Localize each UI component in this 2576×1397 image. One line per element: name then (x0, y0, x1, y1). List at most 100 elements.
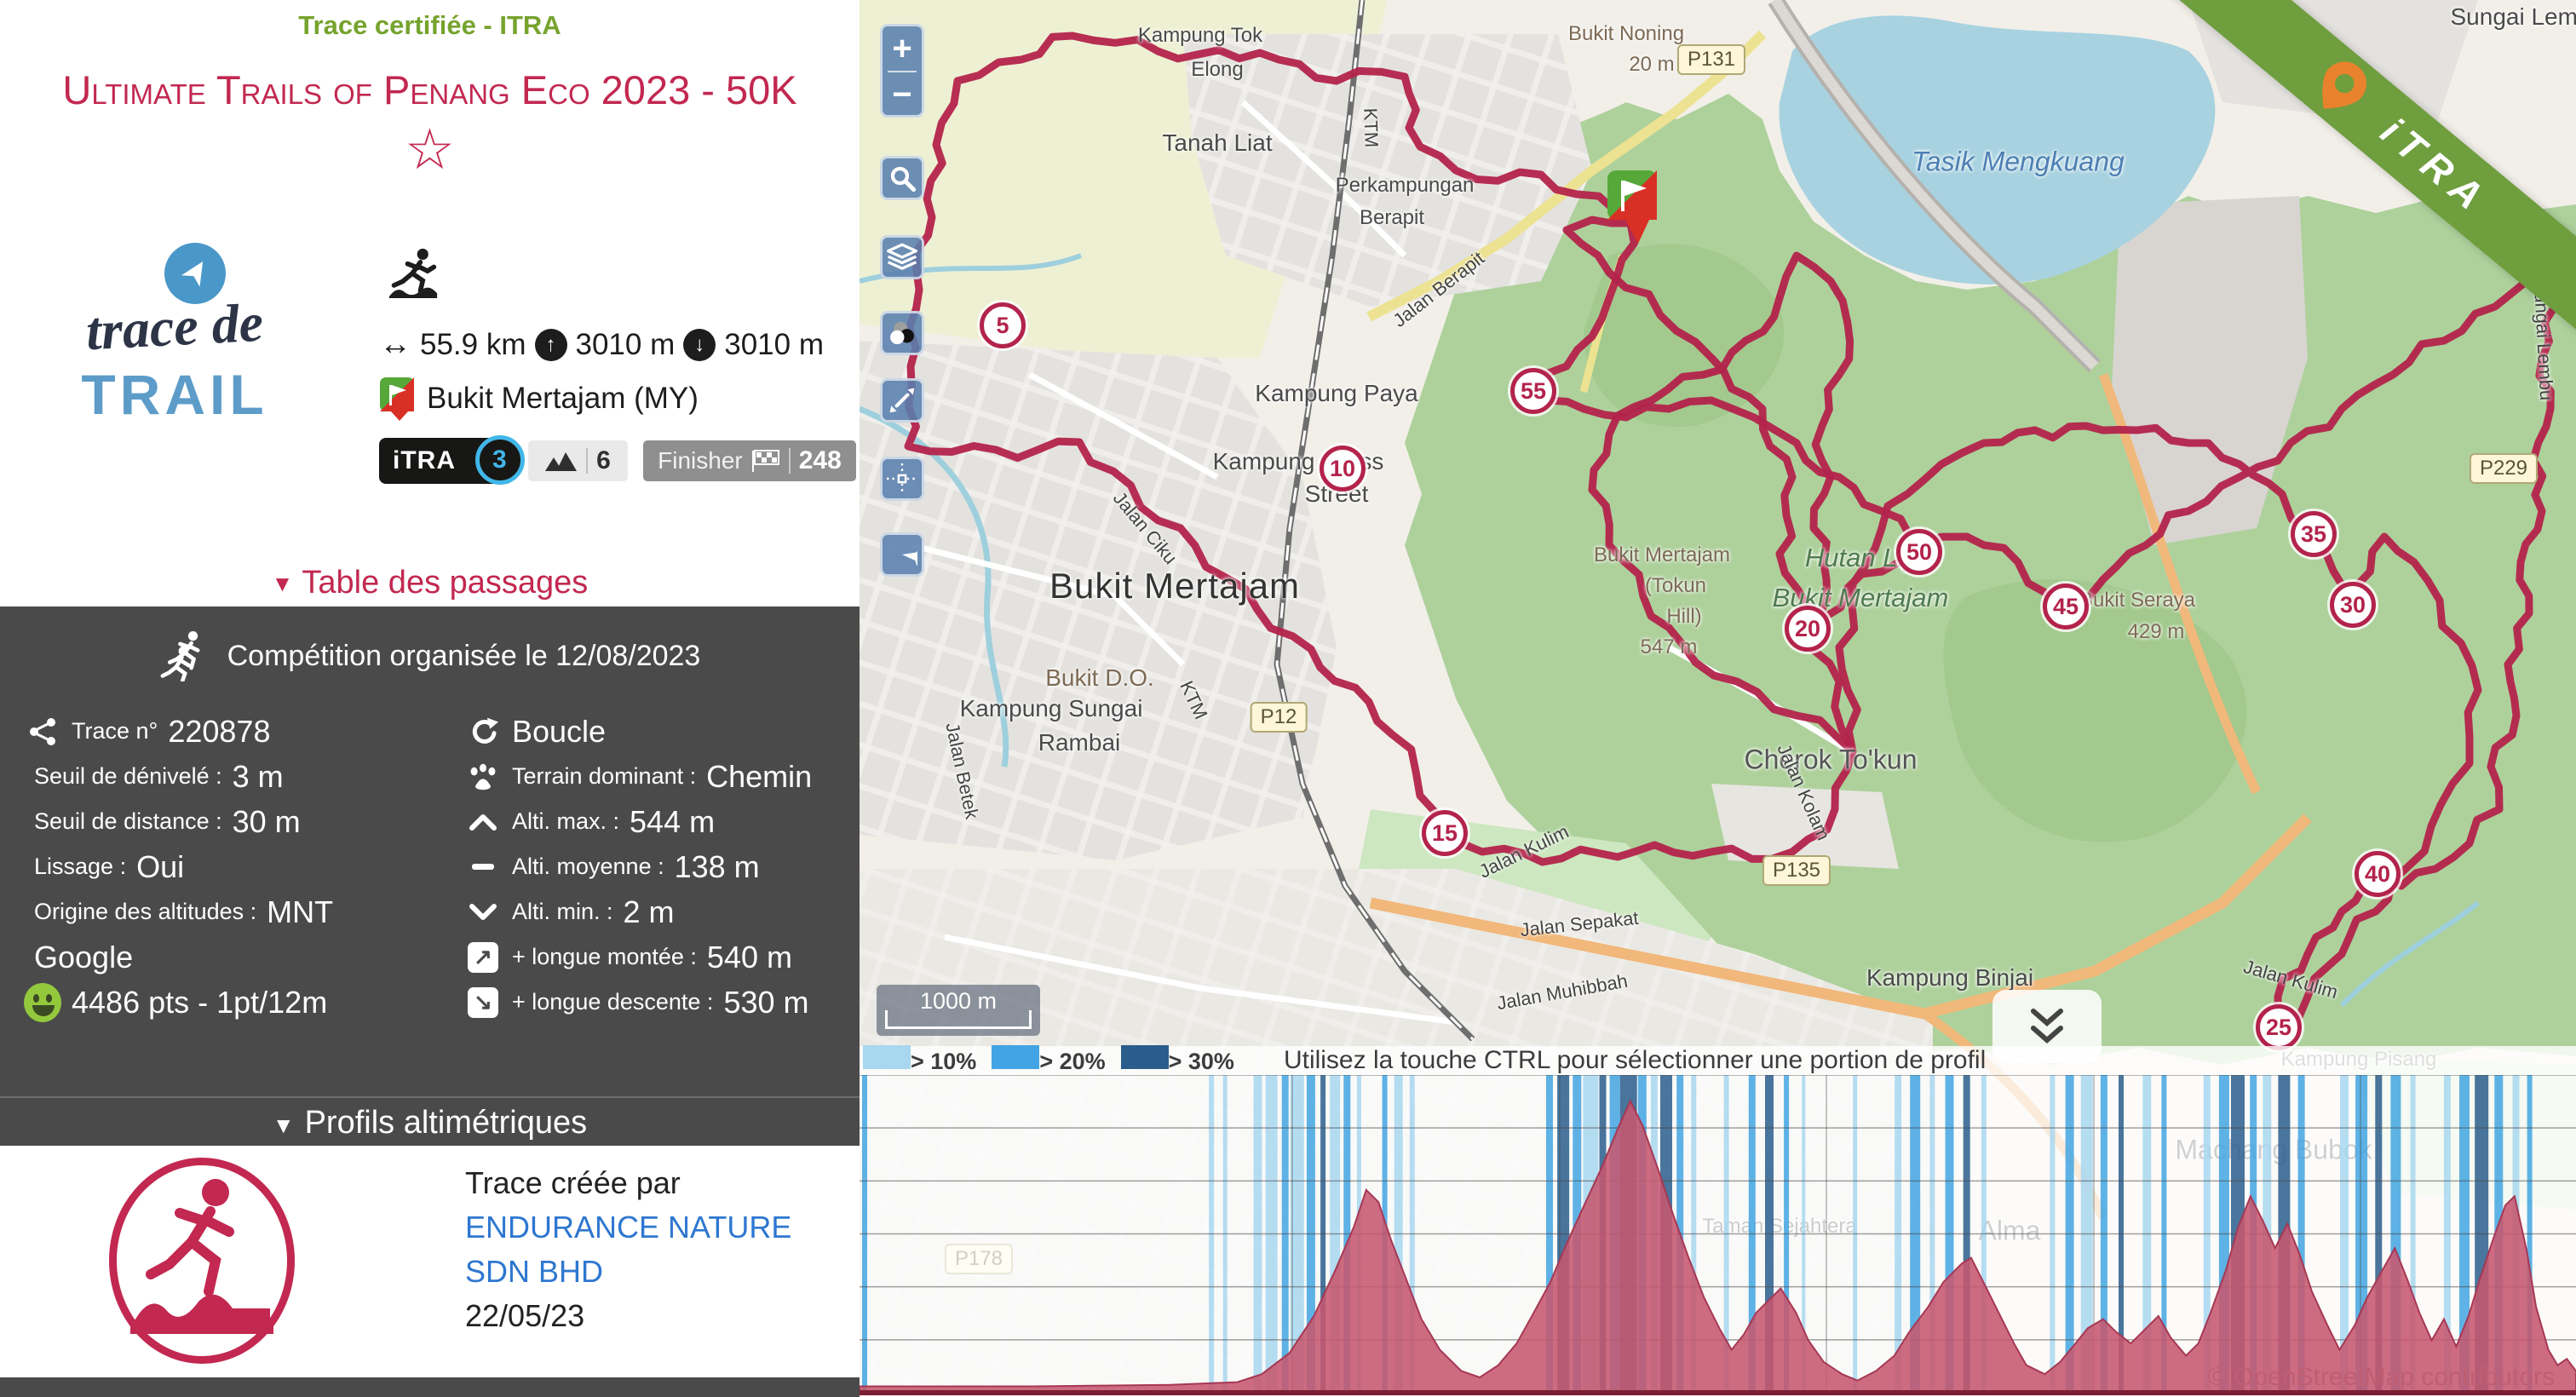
itra-label: iTRA (393, 446, 456, 474)
detail-row: Alti. min. : 2 m (464, 889, 856, 934)
finisher-badge[interactable]: Finisher 248 (642, 440, 856, 481)
map-canvas[interactable]: Kampung Tok Elong Tanah Liat Bukit Noning 20… (860, 0, 2576, 1397)
detail-row: 4486 pts - 1pt/12m (24, 980, 424, 1025)
map-scale: 1000 m (877, 985, 1040, 1036)
layers-button[interactable] (880, 235, 924, 279)
details-column-right: Boucle Terrain dominant : Chemin Alti. max.… (464, 709, 856, 1025)
certified-banner: Trace certifiée - ITRA (298, 10, 561, 40)
logo-arrow-icon: ➤ (164, 243, 226, 304)
km-marker-55: 55 (1510, 368, 1556, 414)
smiley-icon (24, 982, 61, 1022)
legend-chip (992, 1045, 1040, 1069)
creator-name-link[interactable]: ENDURANCE NATURE SDN BHD (465, 1210, 792, 1289)
map-label: 547 m (1640, 635, 1698, 658)
location-value: Bukit Mertajam (MY) (427, 382, 699, 415)
detail-row: ↘ + longue descente : 530 m (464, 980, 856, 1025)
detail-value: 544 m (630, 803, 716, 839)
detail-value: 530 m (723, 984, 809, 1020)
legend-chip (1120, 1045, 1169, 1069)
map-label: Kampung Sungai (959, 695, 1143, 721)
profils-altimetriques-link[interactable]: ▼ Profils altimétriques (0, 1096, 860, 1146)
itra-ribbon-label: iTRA (2372, 108, 2498, 223)
longest-climb-icon: ↗ (468, 941, 498, 973)
detail-row: Terrain dominant : Chemin (464, 754, 856, 799)
detail-label: Lissage : (34, 854, 127, 879)
detail-row: Seuil de distance : 30 m (24, 799, 424, 844)
competition-title: Compétition organisée le 12/08/2023 (227, 639, 701, 672)
map-label: Kampung Paya (1255, 380, 1418, 406)
km-marker-30: 30 (2330, 582, 2376, 628)
chevup-icon (464, 813, 502, 831)
competition-header: Compétition organisée le 12/08/2023 (0, 630, 860, 681)
loop-icon (464, 716, 502, 747)
km-marker-15: 15 (1422, 810, 1468, 856)
arrse-icon: ↘ (464, 986, 502, 1018)
detail-label: Origine des altitudes : (34, 899, 257, 924)
km-marker-40: 40 (2355, 851, 2401, 897)
map-label: Tasik Mengkuang (1912, 146, 2125, 177)
detail-row: Seuil de dénivelé : 3 m (24, 754, 424, 799)
start-finish-marker[interactable] (1606, 169, 1660, 250)
map-label: Hill) (1666, 605, 1702, 628)
itra-score-badge[interactable]: iTRA 3 (379, 435, 525, 485)
elevation-loss-icon: ↓ (683, 328, 716, 361)
creator-date: 22/05/23 (465, 1298, 585, 1333)
detail-value: 2 m (623, 894, 675, 929)
search-button[interactable] (880, 156, 924, 200)
race-stats: ↔ 55.9 km ↑ 3010 m ↓ 3010 m Bukit Mertaj… (379, 247, 856, 485)
triangle-down-icon: ▼ (271, 571, 294, 597)
page-title: Ultimate Trails of Penang Eco 2023 - 50K (62, 67, 797, 112)
legend-items: > 10% > 20% > 30% (863, 1045, 1250, 1076)
triangle-down-icon: ▼ (272, 1112, 295, 1138)
background-toggle-button[interactable] (880, 311, 924, 355)
km-marker-20: 20 (1785, 606, 1831, 652)
elevation-profile[interactable]: © OpenStreetMap contributors (860, 1074, 2576, 1397)
legend-chip (863, 1045, 911, 1069)
smiley-icon (24, 982, 61, 1022)
km-marker-5: 5 (980, 302, 1026, 348)
pie-tool-button[interactable] (880, 532, 924, 577)
detail-value: Boucle (512, 713, 607, 749)
ctrl-hint-text: Utilisez la touche CTRL pour sélectionne… (1283, 1046, 1987, 1074)
sidebar: Trace certifiée - ITRA Ultimate Trails o… (0, 0, 860, 1397)
map-label: 429 m (2127, 620, 2185, 643)
distance-arrow-icon: ↔ (379, 326, 411, 362)
arrne-icon: ↗ (464, 941, 502, 973)
chevdown-icon (464, 903, 502, 922)
zoom-in-button[interactable]: + (892, 29, 912, 67)
detail-value: Chemin (706, 758, 813, 794)
detail-label: + longue descente : (512, 989, 714, 1015)
map-label: Bukit Seraya (2079, 589, 2196, 612)
mountain-value: 6 (596, 446, 611, 474)
paw-icon (464, 763, 502, 790)
table-des-passages-link[interactable]: ▼ Table des passages (271, 565, 589, 601)
elevation-gain-value: 3010 m (575, 327, 676, 361)
detail-label: Alti. moyenne : (512, 854, 664, 879)
fullscreen-button[interactable] (880, 378, 924, 423)
map-label: Kampung Tok (1137, 24, 1263, 47)
detail-label: Seuil de dénivelé : (34, 763, 222, 789)
map-label: (Tokun (1644, 574, 1707, 597)
map-label: Bukit Mertajam (1049, 566, 1301, 606)
legend-label: > 10% (911, 1049, 977, 1074)
itra-pin-icon (2322, 61, 2366, 109)
zoom-control[interactable]: + − (880, 24, 924, 118)
creator-prefix: Trace créée par (465, 1165, 681, 1200)
favorite-star-icon[interactable]: ☆ (404, 118, 456, 181)
mountain-level-badge[interactable]: 6 (527, 440, 628, 481)
elevation-gain-icon: ↑ (534, 328, 567, 361)
map-label: Perkampungan (1335, 174, 1475, 197)
trace-de-trail-logo[interactable]: ➤ trace de TRAIL (47, 243, 302, 439)
map-label: Bukit Noning (1567, 22, 1685, 45)
map-label: Kampung Binjai (1866, 964, 2034, 991)
map-label: Bukit D.O. (1045, 664, 1154, 691)
mountain-icon (545, 452, 578, 471)
center-position-button[interactable] (880, 457, 924, 501)
share-icon (24, 717, 61, 746)
trail-runner-icon (388, 248, 438, 298)
km-marker-35: 35 (2291, 511, 2337, 557)
zoom-out-button[interactable]: − (892, 75, 912, 113)
creator-logo (109, 1158, 295, 1364)
map-label: Tanah Liat (1162, 129, 1273, 156)
detail-row: Lissage : Oui (24, 844, 424, 889)
